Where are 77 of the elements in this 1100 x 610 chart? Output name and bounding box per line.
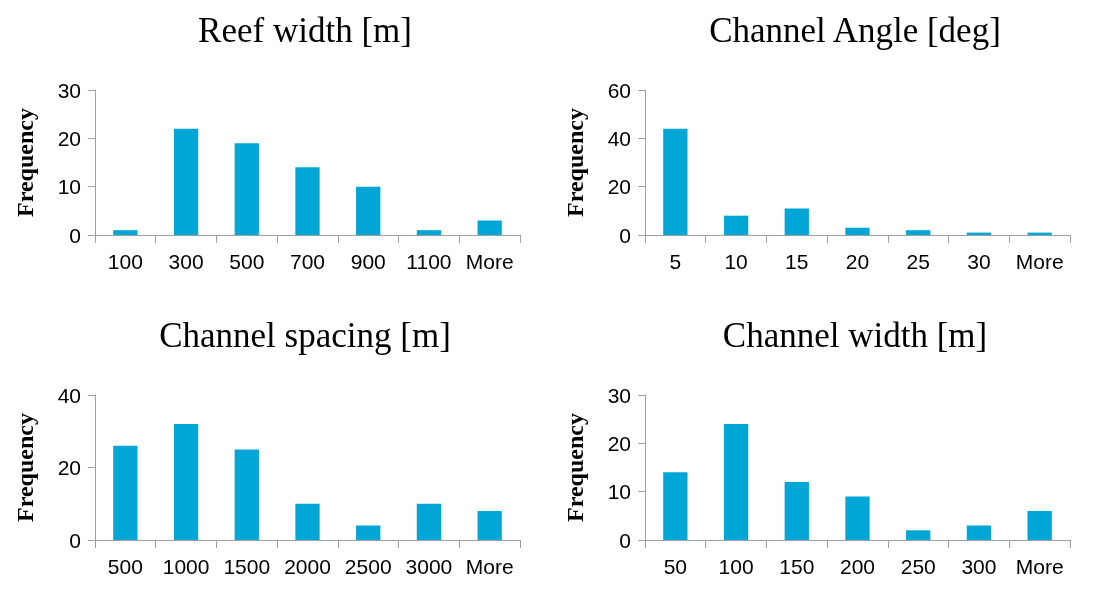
- x-tick-label: More: [465, 555, 514, 578]
- bar: [906, 530, 931, 540]
- y-tick-label: 0: [619, 223, 631, 247]
- x-tick-label: 15: [785, 250, 809, 273]
- x-tick-label: 900: [350, 250, 386, 273]
- bar: [723, 215, 749, 235]
- bar: [234, 449, 259, 540]
- bar: [234, 143, 259, 235]
- bar: [845, 227, 870, 235]
- bar: [356, 186, 381, 235]
- x-tick-label: 30: [967, 250, 991, 273]
- bar: [723, 424, 749, 540]
- bar: [477, 511, 502, 540]
- y-tick-label: 20: [607, 431, 631, 455]
- y-tick-label: 40: [57, 383, 81, 407]
- x-tick-label: More: [465, 250, 514, 273]
- y-axis-title: Frequency: [562, 108, 588, 217]
- x-tick-label: 500: [107, 555, 143, 578]
- bar: [477, 220, 502, 235]
- bar: [416, 230, 442, 235]
- chart-title: Reef width [m]: [198, 11, 412, 50]
- bar: [784, 482, 809, 540]
- x-tick-label: 20: [845, 250, 870, 273]
- bar: [416, 503, 442, 540]
- bar: [173, 424, 199, 540]
- y-axis-title: Frequency: [12, 413, 38, 522]
- bar: [906, 230, 931, 235]
- bar: [663, 472, 688, 540]
- bar: [966, 525, 992, 540]
- y-tick-label: 40: [607, 126, 631, 150]
- x-tick-label: 700: [289, 250, 326, 273]
- y-tick-label: 0: [69, 223, 81, 247]
- x-tick-label: 1500: [223, 555, 271, 578]
- x-tick-label: 25: [906, 250, 930, 273]
- x-tick-label: 250: [900, 555, 936, 578]
- x-tick-label: 1000: [162, 555, 210, 578]
- x-tick-label: 500: [229, 250, 265, 273]
- y-tick-label: 20: [57, 126, 81, 150]
- x-tick-label: More: [1015, 555, 1064, 578]
- y-tick-label: 30: [607, 383, 631, 407]
- bar: [663, 128, 688, 235]
- x-tick-label: 300: [168, 250, 204, 273]
- chart-title: Channel width [m]: [722, 316, 988, 355]
- y-tick-label: 20: [607, 175, 631, 199]
- bar: [1027, 511, 1052, 540]
- bar: [173, 128, 199, 235]
- chart-title: Channel Angle [deg]: [709, 11, 1001, 50]
- y-axis-title: Frequency: [12, 108, 38, 217]
- y-tick-label: 0: [619, 528, 631, 552]
- x-tick-label: 200: [839, 555, 876, 578]
- x-tick-label: 1100: [406, 250, 452, 273]
- y-tick-label: 10: [57, 175, 81, 199]
- y-tick-label: 10: [607, 480, 631, 504]
- y-axis-title: Frequency: [562, 413, 588, 522]
- y-tick-label: 20: [57, 456, 81, 479]
- bar: [845, 496, 870, 540]
- bar: [113, 445, 138, 540]
- x-tick-label: 100: [718, 555, 754, 578]
- chart-title: Channel spacing [m]: [159, 316, 451, 355]
- x-tick-label: 2500: [344, 555, 392, 578]
- bar: [295, 503, 320, 540]
- x-tick-label: 300: [961, 555, 997, 578]
- x-tick-label: 50: [663, 555, 688, 578]
- x-tick-label: 10: [724, 250, 748, 273]
- y-tick-label: 60: [607, 78, 631, 102]
- y-tick-label: 30: [57, 78, 81, 102]
- x-tick-label: 2000: [284, 555, 331, 578]
- x-tick-label: More: [1015, 250, 1064, 273]
- x-tick-label: 5: [669, 250, 682, 273]
- bar: [295, 167, 320, 235]
- bar: [784, 208, 809, 235]
- x-tick-label: 3000: [405, 555, 453, 578]
- bar: [113, 230, 138, 235]
- x-tick-label: 100: [107, 250, 143, 273]
- x-tick-label: 150: [779, 555, 815, 578]
- y-tick-label: 0: [69, 528, 81, 552]
- bar: [356, 525, 381, 540]
